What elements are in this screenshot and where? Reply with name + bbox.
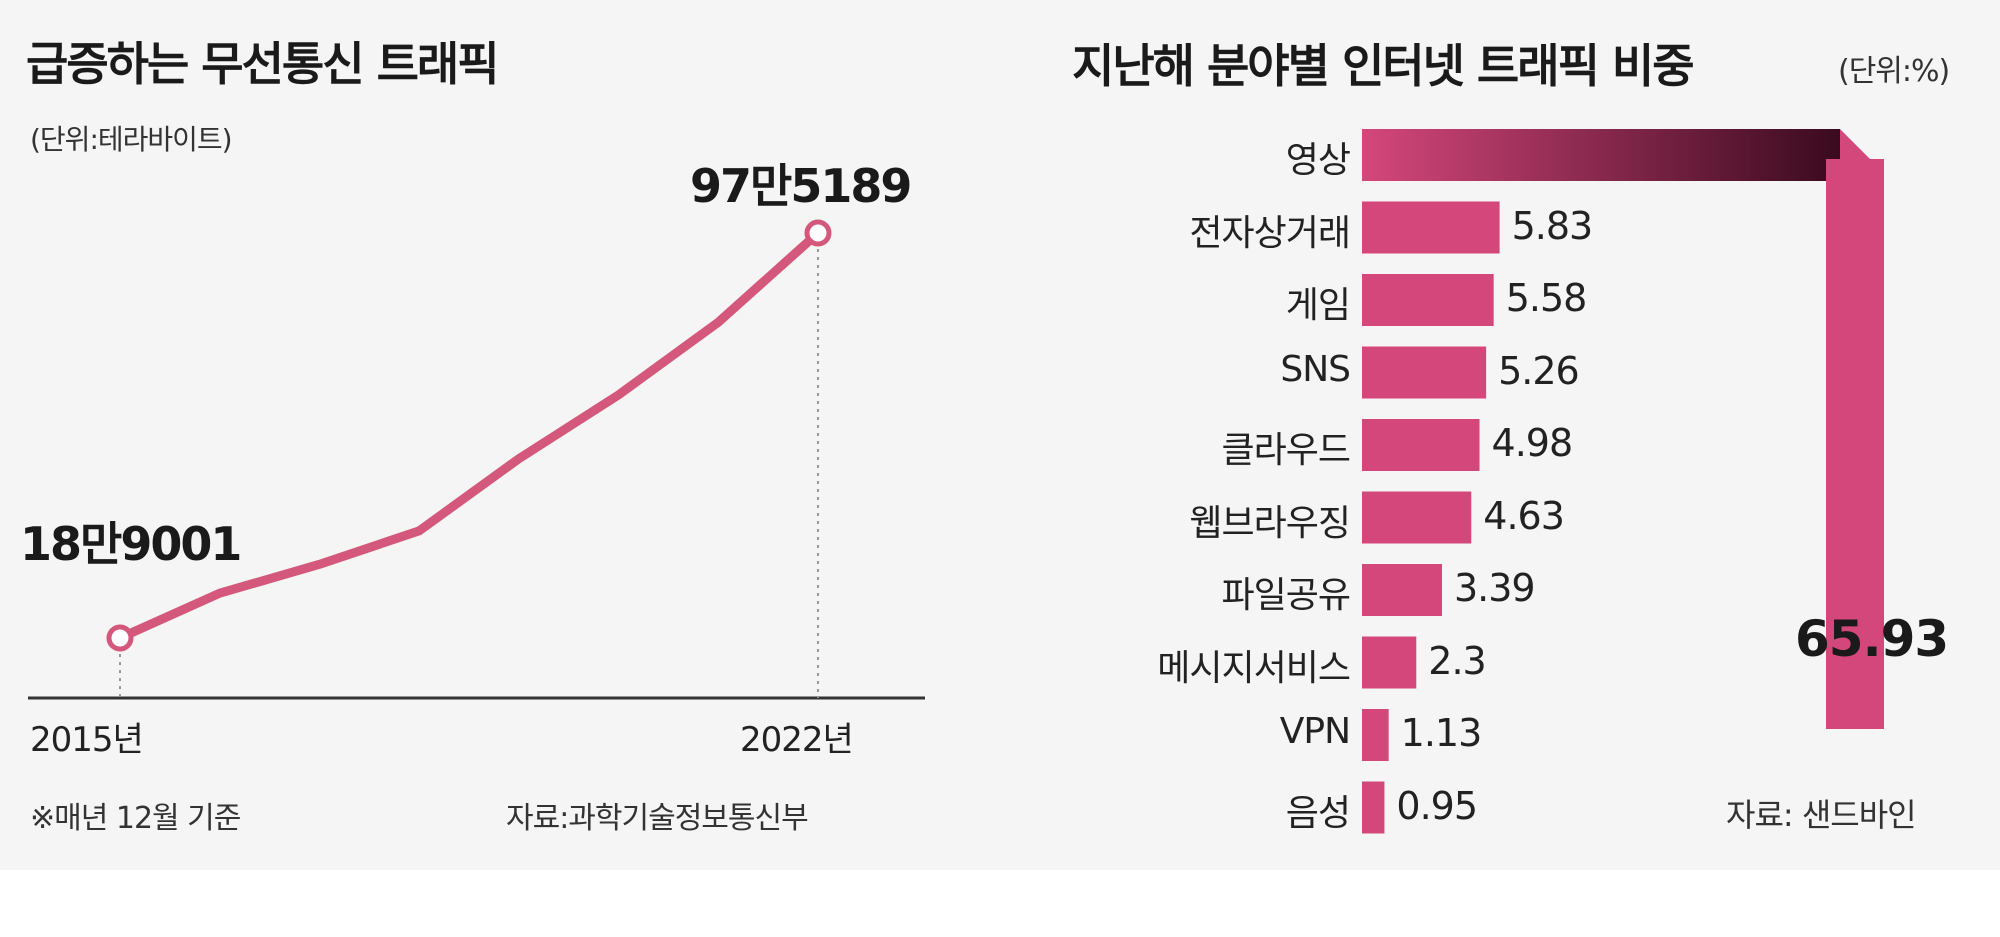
- x-tick-end: 2022년: [740, 720, 854, 760]
- bar-category-label: 전자상거래: [1189, 212, 1351, 254]
- bar-value-label: 2.3: [1428, 638, 1486, 683]
- bar-category-label: 영상: [1285, 140, 1351, 181]
- bar-chart-title: 지난해 분야별 인터넷 트래픽 비중: [1072, 39, 1695, 93]
- bar-category-label: SNS: [1280, 348, 1351, 390]
- bar-8: [1362, 709, 1389, 761]
- bar-video-vertical: [1826, 159, 1884, 729]
- bar-5: [1362, 491, 1472, 544]
- bar-value-label: 3.39: [1454, 566, 1536, 610]
- bar-value-label: 5.58: [1505, 276, 1588, 320]
- bar-category-label: 웹브라우징: [1189, 502, 1351, 544]
- start-value-label: 18만9001: [20, 517, 242, 571]
- bar-value-label: 4.63: [1483, 493, 1565, 538]
- bar-category-label: 게임: [1285, 285, 1351, 326]
- bar-chart-unit: (단위:%): [1838, 54, 1950, 89]
- bar-1: [1362, 201, 1500, 254]
- bar-category-label: 음성: [1285, 792, 1351, 834]
- bar-9: [1362, 781, 1385, 834]
- line-chart-footnote: ※매년 12월 기준: [30, 801, 241, 836]
- bar-2: [1362, 274, 1494, 326]
- bar-4: [1362, 419, 1480, 471]
- bar-category-label: 파일공유: [1221, 575, 1351, 616]
- bar-value-label: 5.83: [1511, 203, 1594, 248]
- end-value-label: 97만5189: [690, 159, 912, 213]
- bar-video-horizontal: [1362, 129, 1840, 181]
- bar-value-label: 5.26: [1498, 348, 1580, 393]
- line-chart-svg: [28, 129, 1884, 834]
- bar-value-label: 1.13: [1400, 711, 1483, 755]
- bar-value-label: 4.98: [1491, 421, 1574, 465]
- bar-6: [1362, 564, 1443, 616]
- bar-category-label: VPN: [1279, 711, 1351, 752]
- bar-value-video: 65.93: [1795, 610, 1949, 668]
- data-point-end: [804, 219, 832, 247]
- bar-chart-source: 자료: 샌드바인: [1726, 796, 1917, 834]
- traffic-line: [115, 228, 823, 643]
- bar-category-label: 메시지서비스: [1157, 647, 1351, 689]
- x-tick-start: 2015년: [30, 720, 144, 760]
- line-chart-source: 자료:과학기술정보통신부: [506, 801, 809, 836]
- bar-3: [1362, 346, 1487, 399]
- data-point-start: [106, 624, 134, 652]
- bar-category-label: 클라우드: [1221, 430, 1351, 471]
- bar-value-label: 0.95: [1396, 783, 1478, 828]
- infographic: 급증하는 무선통신 트래픽 (단위:테라바이트) 18만9001 97만5189…: [20, 37, 1951, 836]
- line-chart-unit: (단위:테라바이트): [30, 123, 233, 156]
- line-chart-title: 급증하는 무선통신 트래픽: [26, 37, 500, 91]
- bar-7: [1362, 636, 1417, 689]
